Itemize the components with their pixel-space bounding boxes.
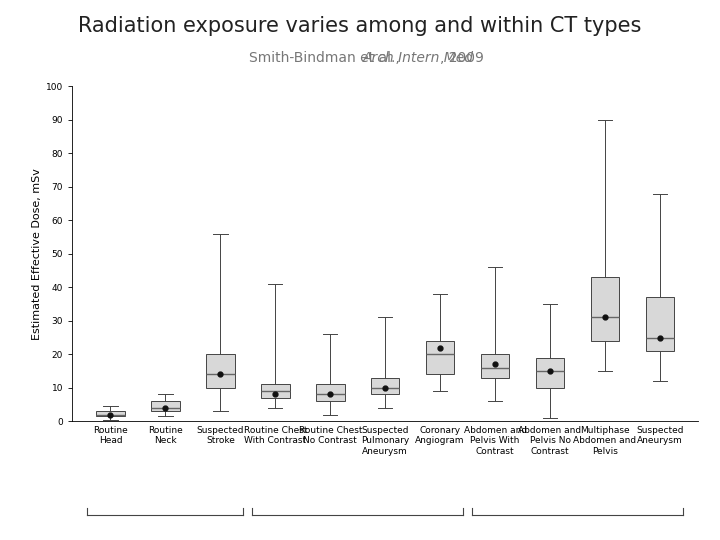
PathPatch shape bbox=[536, 357, 564, 388]
PathPatch shape bbox=[151, 401, 180, 411]
PathPatch shape bbox=[481, 354, 509, 377]
Text: Radiation exposure varies among and within CT types: Radiation exposure varies among and with… bbox=[78, 16, 642, 36]
Text: , 2009: , 2009 bbox=[441, 51, 485, 65]
PathPatch shape bbox=[96, 411, 125, 416]
PathPatch shape bbox=[261, 384, 289, 398]
PathPatch shape bbox=[590, 277, 619, 341]
Y-axis label: Estimated Effective Dose, mSv: Estimated Effective Dose, mSv bbox=[32, 168, 42, 340]
PathPatch shape bbox=[426, 341, 454, 374]
PathPatch shape bbox=[316, 384, 345, 401]
PathPatch shape bbox=[371, 377, 400, 394]
PathPatch shape bbox=[646, 298, 674, 351]
PathPatch shape bbox=[206, 354, 235, 388]
Text: Smith-Bindman et al.,: Smith-Bindman et al., bbox=[248, 51, 402, 65]
Text: Arch Intern Med: Arch Intern Med bbox=[363, 51, 474, 65]
